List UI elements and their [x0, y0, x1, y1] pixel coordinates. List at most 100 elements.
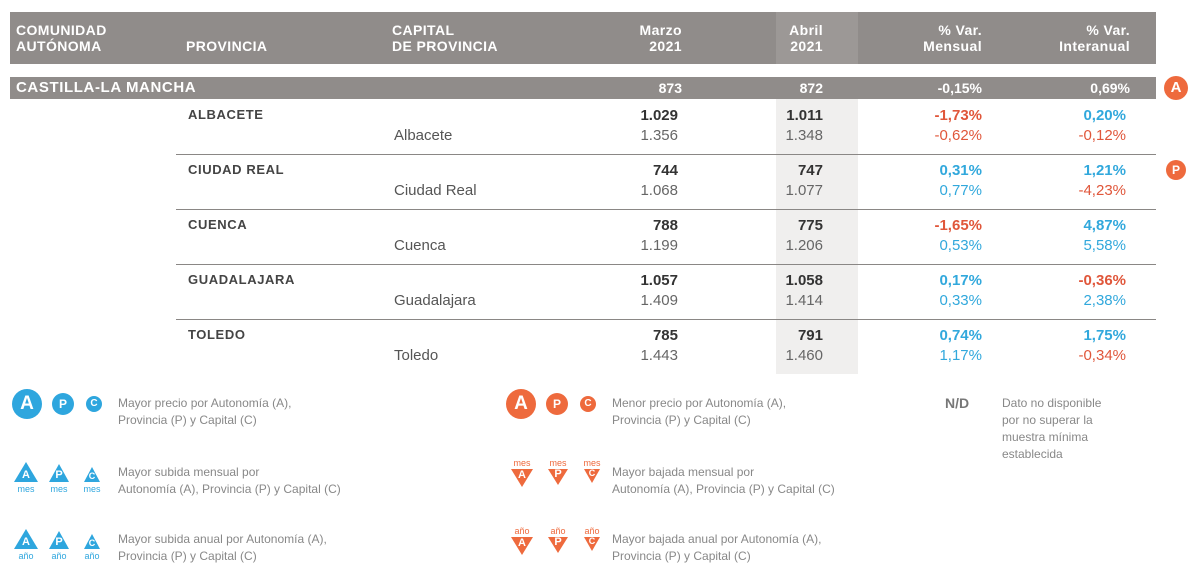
- down-year-c-letter: C: [588, 536, 596, 546]
- max-capital-icon: C: [86, 396, 102, 412]
- capital-abril: 1.460: [785, 347, 823, 364]
- table-row: TOLEDO Toledo 785 791 0,74% 1,75% 1.443 …: [176, 319, 1156, 374]
- down-year-a-letter: A: [518, 537, 526, 549]
- provincia-abril: 775: [797, 217, 823, 234]
- capital-var-mensual: 0,33%: [939, 292, 982, 309]
- legend-nd: Dato no disponible por no superar la mue…: [1002, 396, 1102, 461]
- capital-var-mensual: 1,17%: [939, 347, 982, 364]
- row-divider: [176, 264, 1156, 265]
- region-abril: 872: [799, 80, 823, 96]
- capital-abril: 1.414: [785, 292, 823, 309]
- down-month-provincia-icon: [548, 469, 568, 485]
- capital-name: Albacete: [394, 127, 453, 144]
- ano-caption: año: [18, 551, 34, 561]
- header-abril: Abril 2021: [789, 22, 823, 54]
- provincia-abril: 791: [797, 327, 823, 344]
- provincia-var-interanual: 1,21%: [1083, 162, 1126, 179]
- capital-var-interanual: 2,38%: [1083, 292, 1126, 309]
- header-marzo: Marzo 2021: [639, 22, 682, 54]
- provincia-marzo: 1.029: [640, 107, 678, 124]
- provincia-marzo: 785: [652, 327, 678, 344]
- header-var-interanual: % Var. Interanual: [1059, 22, 1130, 54]
- row-divider: [176, 319, 1156, 320]
- header-capital: CAPITAL DE PROVINCIA: [392, 22, 498, 54]
- capital-marzo: 1.409: [640, 292, 678, 309]
- table-header: COMUNIDAD AUTÓNOMA PROVINCIA CAPITAL DE …: [10, 12, 1156, 64]
- up-year-autonomia-icon: [14, 529, 38, 549]
- header-comunidad: COMUNIDAD AUTÓNOMA: [16, 22, 107, 54]
- provincia-abril: 1.058: [785, 272, 823, 289]
- min-autonomia-icon: A: [506, 389, 536, 419]
- legend-mayor-precio: Mayor precio por Autonomía (A), Provinci…: [118, 396, 292, 427]
- provincia-var-interanual: -0,36%: [1078, 272, 1126, 289]
- table-row: ALBACETE Albacete 1.029 1.011 -1,73% 0,2…: [176, 99, 1156, 154]
- down-month-autonomia-icon: [511, 469, 533, 487]
- capital-var-interanual: -4,23%: [1078, 182, 1126, 199]
- up-year-provincia-icon: [49, 531, 69, 549]
- provincia-abril: 747: [797, 162, 823, 179]
- down-year-p-letter: P: [554, 536, 562, 548]
- capital-marzo: 1.068: [640, 182, 678, 199]
- provincia-var-mensual: 0,31%: [939, 162, 982, 179]
- abril-header-shade: [776, 12, 858, 64]
- capital-abril: 1.206: [785, 237, 823, 254]
- capital-name: Cuenca: [394, 237, 446, 254]
- up-month-provincia-icon: [49, 464, 69, 482]
- down-year-capital-icon: [584, 537, 600, 551]
- legend-subida-mensual: Mayor subida mensual por Autonomía (A), …: [118, 465, 341, 496]
- capital-name: Toledo: [394, 347, 439, 364]
- up-month-p-letter: P: [55, 469, 63, 481]
- ano-caption: año: [584, 526, 600, 536]
- capital-abril: 1.077: [785, 182, 823, 199]
- down-month-c-letter: C: [588, 468, 596, 478]
- provincia-var-mensual: -1,73%: [934, 107, 982, 124]
- header-provincia: PROVINCIA: [186, 38, 268, 54]
- header-var-mensual: % Var. Mensual: [923, 22, 982, 54]
- legend-subida-anual: Mayor subida anual por Autonomía (A), Pr…: [118, 532, 327, 563]
- provincia-var-mensual: 0,17%: [939, 272, 982, 289]
- capital-marzo: 1.199: [640, 237, 678, 254]
- table-row: CUENCA Cuenca 788 775 -1,65% 4,87% 1.199…: [176, 209, 1156, 264]
- provincia-var-interanual: 1,75%: [1083, 327, 1126, 344]
- provincia-marzo: 788: [652, 217, 678, 234]
- provincia-var-interanual: 0,20%: [1083, 107, 1126, 124]
- ano-caption: año: [550, 526, 566, 536]
- ano-caption: año: [51, 551, 67, 561]
- up-year-capital-icon: [84, 534, 100, 549]
- region-marzo: 873: [658, 80, 682, 96]
- down-month-capital-icon: [584, 469, 600, 483]
- max-provincia-icon: P: [52, 393, 74, 415]
- capital-name: Ciudad Real: [394, 182, 477, 199]
- capital-var-mensual: 0,53%: [939, 237, 982, 254]
- capital-var-mensual: -0,62%: [934, 127, 982, 144]
- legend-bajada-mensual: Mayor bajada mensual por Autonomía (A), …: [612, 465, 835, 496]
- capital-var-interanual: -0,12%: [1078, 127, 1126, 144]
- nd-code: N/D: [945, 395, 970, 411]
- capital-var-interanual: -0,34%: [1078, 347, 1126, 364]
- capital-abril: 1.348: [785, 127, 823, 144]
- mes-caption: mes: [549, 458, 567, 468]
- provincia-name: CIUDAD REAL: [188, 162, 285, 177]
- ano-caption: año: [514, 526, 530, 536]
- min-provincia-icon: P: [546, 393, 568, 415]
- region-var-interanual: 0,69%: [1090, 80, 1130, 96]
- provincia-name: ALBACETE: [188, 107, 264, 122]
- region-min-price-badge: A: [1164, 76, 1188, 100]
- up-year-c-letter: C: [88, 538, 96, 548]
- up-month-c-letter: C: [88, 471, 96, 481]
- capital-marzo: 1.356: [640, 127, 678, 144]
- region-row: CASTILLA-LA MANCHA 873 872 -0,15% 0,69%: [10, 77, 1156, 99]
- mes-caption: mes: [583, 458, 601, 468]
- provincia-marzo: 744: [652, 162, 678, 179]
- row-divider: [176, 154, 1156, 155]
- mes-caption: mes: [83, 484, 101, 494]
- provincia-name: GUADALAJARA: [188, 272, 295, 287]
- table-row: GUADALAJARA Guadalajara 1.057 1.058 0,17…: [176, 264, 1156, 319]
- capital-var-mensual: 0,77%: [939, 182, 982, 199]
- mes-caption: mes: [17, 484, 35, 494]
- mes-caption: mes: [513, 458, 531, 468]
- region-var-mensual: -0,15%: [937, 80, 982, 96]
- provincia-marzo: 1.057: [640, 272, 678, 289]
- min-capital-icon: C: [580, 396, 596, 412]
- down-year-provincia-icon: [548, 537, 568, 553]
